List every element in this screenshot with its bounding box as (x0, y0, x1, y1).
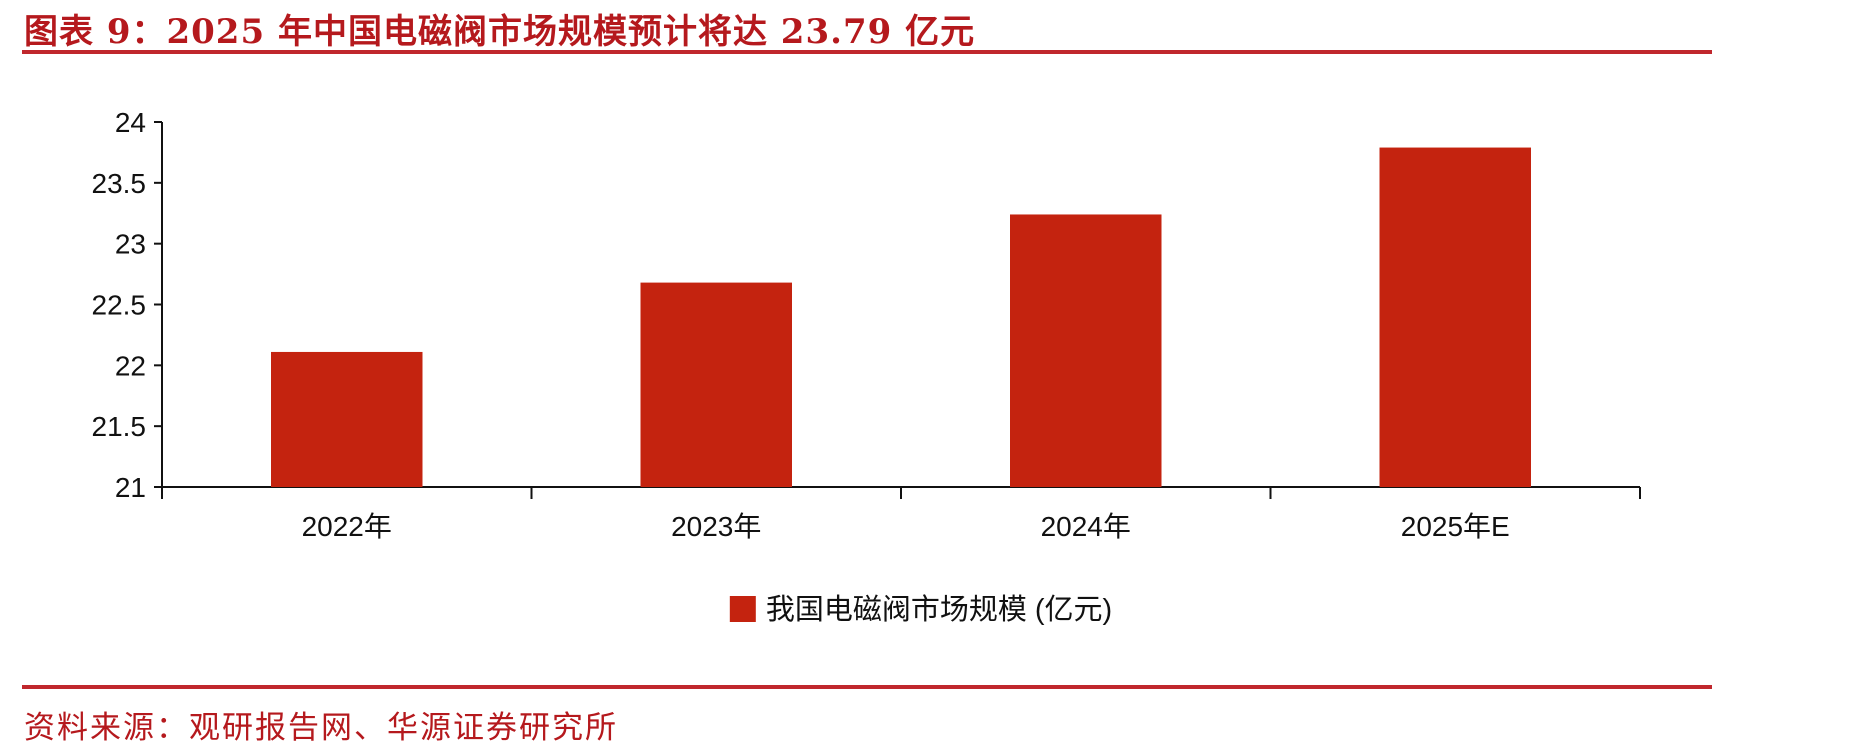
y-tick-label: 21 (115, 472, 146, 503)
x-tick-label: 2024年 (1041, 511, 1131, 542)
bar (1010, 214, 1162, 487)
chart-title: 图表 9：2025 年中国电磁阀市场规模预计将达 23.79 亿元 (24, 12, 976, 52)
bar (271, 351, 423, 487)
x-tick-label: 2023年 (671, 511, 761, 542)
y-tick-label: 23 (115, 229, 146, 260)
title-divider (22, 50, 1712, 54)
y-tick-label: 24 (115, 107, 146, 138)
bar-chart: 21 21.5 22 22.5 23 23.5 24 2022年 2023年 2024年 2025… (92, 107, 1641, 626)
source-divider (22, 685, 1712, 689)
x-tick-label: 2022年 (302, 511, 392, 542)
y-axis: 21 21.5 22 22.5 23 23.5 24 (92, 107, 163, 503)
bar (1379, 147, 1531, 488)
y-tick-label: 22 (115, 350, 146, 381)
legend-swatch (729, 596, 756, 622)
y-tick-label: 23.5 (92, 168, 147, 199)
bar-series (271, 147, 1531, 488)
x-tick-label: 2025年E (1401, 511, 1510, 542)
x-axis: 2022年 2023年 2024年 2025年E (161, 486, 1641, 542)
y-tick-label: 22.5 (92, 290, 147, 321)
legend-label: 我国电磁阀市场规模 (亿元) (766, 593, 1112, 626)
bar (640, 282, 792, 487)
source-note: 资料来源：观研报告网、华源证券研究所 (24, 710, 618, 746)
legend: 我国电磁阀市场规模 (亿元) (729, 593, 1112, 626)
y-tick-label: 21.5 (92, 411, 147, 442)
